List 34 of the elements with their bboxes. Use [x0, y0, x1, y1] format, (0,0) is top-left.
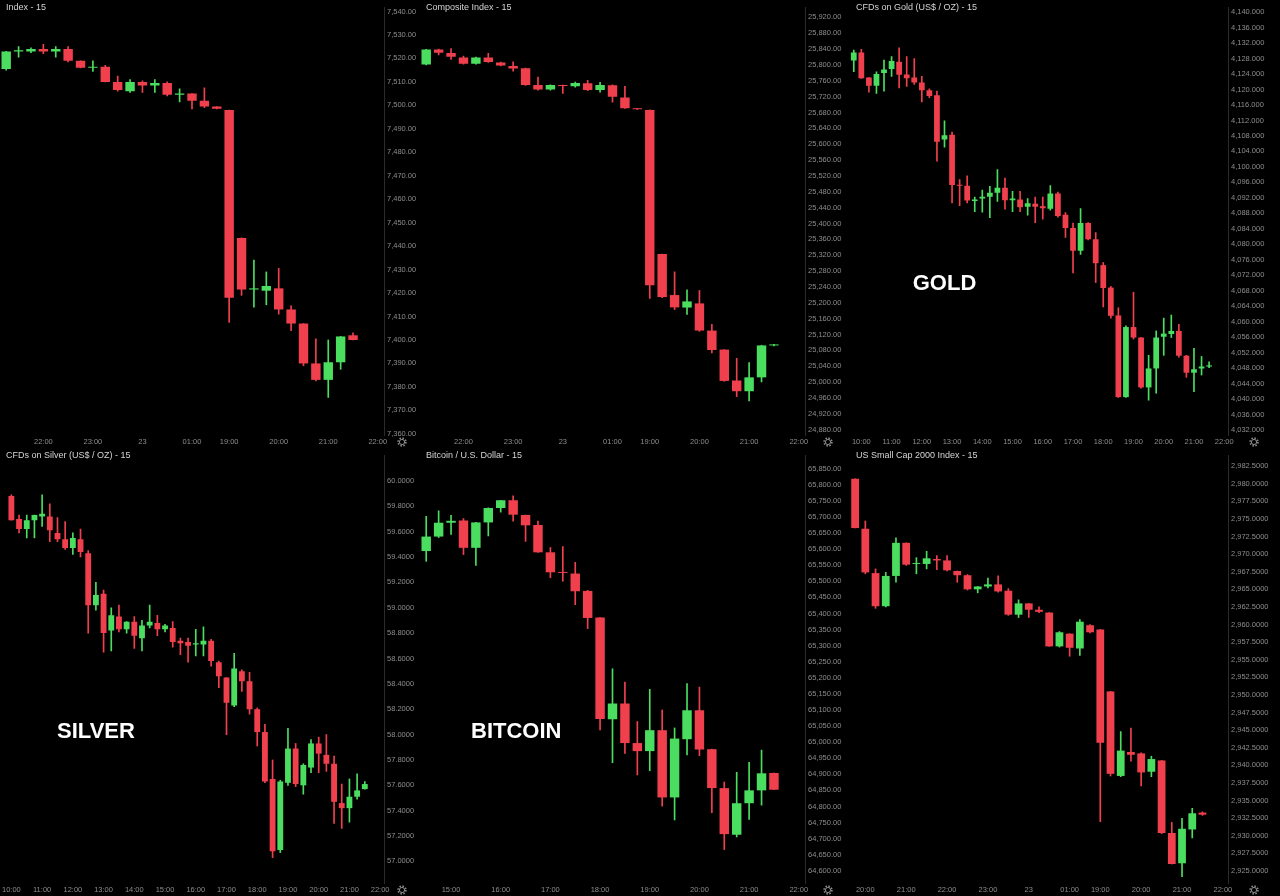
candlestick	[979, 189, 986, 213]
candlestick	[558, 546, 568, 582]
candlestick	[338, 783, 345, 829]
candlestick	[744, 762, 754, 820]
candlestick	[911, 58, 918, 85]
chart-title: CFDs on Silver (US$ / OZ) - 15	[6, 450, 131, 461]
candlestick	[1191, 348, 1197, 392]
chart-title: Bitcoin / U.S. Dollar - 15	[426, 450, 523, 461]
annotation: BITCOIN	[471, 717, 562, 744]
chart-title: CFDs on Gold (US$ / OZ) - 15	[856, 2, 978, 13]
candlestick	[881, 59, 887, 92]
chart-title: Index - 15	[6, 2, 47, 13]
candlestick	[261, 271, 272, 306]
candlestick	[984, 577, 992, 589]
candlestick	[446, 515, 456, 535]
candlestick	[903, 56, 910, 87]
candlestick	[185, 637, 192, 663]
candlestick	[1032, 196, 1039, 223]
candlestick	[249, 259, 259, 308]
candlestick	[1168, 314, 1175, 338]
candlestick	[1160, 317, 1167, 356]
candlestick	[971, 196, 978, 213]
chart-title: US Small Cap 2000 Index - 15	[856, 450, 978, 461]
annotation: SILVER	[57, 717, 135, 744]
candlestick	[192, 628, 199, 657]
candlestick	[1127, 727, 1135, 762]
candlestick	[645, 689, 655, 772]
annotation: GOLD	[912, 269, 977, 296]
chart-title: Composite Index - 15	[426, 2, 512, 13]
candlestick	[1039, 196, 1046, 220]
candlestick	[986, 185, 993, 218]
candlestick	[558, 84, 568, 94]
candlestick	[88, 60, 98, 72]
candlestick	[150, 79, 160, 93]
